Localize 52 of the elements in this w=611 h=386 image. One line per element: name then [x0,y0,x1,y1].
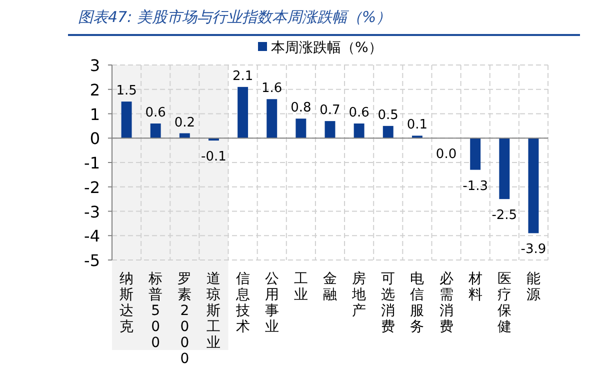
x-tick-label: 工业 [294,271,308,303]
data-label: 1.6 [262,81,282,96]
x-tick-label: 公用事业 [264,271,279,335]
legend-label: 本周涨跌幅（%） [271,40,382,56]
x-tick-label: 可选消费 [381,271,396,335]
data-label: 0.8 [290,100,312,116]
y-tick-label: -2 [84,178,100,197]
bar [354,124,364,138]
data-label: 0.6 [348,106,370,120]
y-tick-label: 3 [90,56,100,75]
y-tick-label: 1 [90,104,100,124]
data-label: 1.5 [116,84,137,99]
chart-title: 图表47: 美股市场与行业指数本周涨跌幅（%） [78,8,392,26]
data-label: -3.9 [520,242,546,258]
data-label: 2.1 [232,68,254,84]
x-tick-label: 必需消费 [439,271,454,335]
bar [470,138,481,170]
x-tick-label: 电信服务 [410,271,424,335]
y-tick-label: -3 [84,202,100,222]
data-label: -1.3 [462,178,488,194]
x-tick-label: 房地产 [351,271,366,319]
x-tick-label: 医疗保健 [497,271,512,335]
y-tick-label: -4 [84,226,100,246]
data-label: 0.2 [174,115,196,130]
x-tick-label: 信息技术 [234,271,250,335]
data-label: 0.7 [320,103,340,118]
data-label: -2.5 [492,208,518,224]
data-label: 0.5 [378,108,398,123]
x-tick-label: 能源 [526,271,540,303]
bar [382,126,394,138]
bar [324,121,336,138]
data-label: -0.1 [201,150,226,165]
y-tick-label: 2 [90,80,100,100]
y-tick-label: 0 [90,129,100,148]
data-label: 0.1 [406,118,428,133]
bar [266,99,278,138]
bar [296,118,306,138]
x-tick-label: 材料 [467,271,482,303]
bar [238,86,248,138]
x-tick-label: 纳斯达克 [120,271,134,335]
bar [121,102,132,138]
y-tick-label: -1 [84,154,100,172]
x-tick-label: 标普500 [148,271,163,351]
bar [528,138,539,234]
x-tick-label: 罗素2000 [178,271,192,367]
bar [499,138,510,200]
data-label: 0.0 [436,147,457,162]
data-label: 0.6 [145,106,166,120]
bar [150,124,161,138]
y-tick-label: -5 [84,251,100,270]
x-tick-label: 道琼斯工业 [206,271,221,351]
x-tick-label: 金融 [323,271,337,303]
